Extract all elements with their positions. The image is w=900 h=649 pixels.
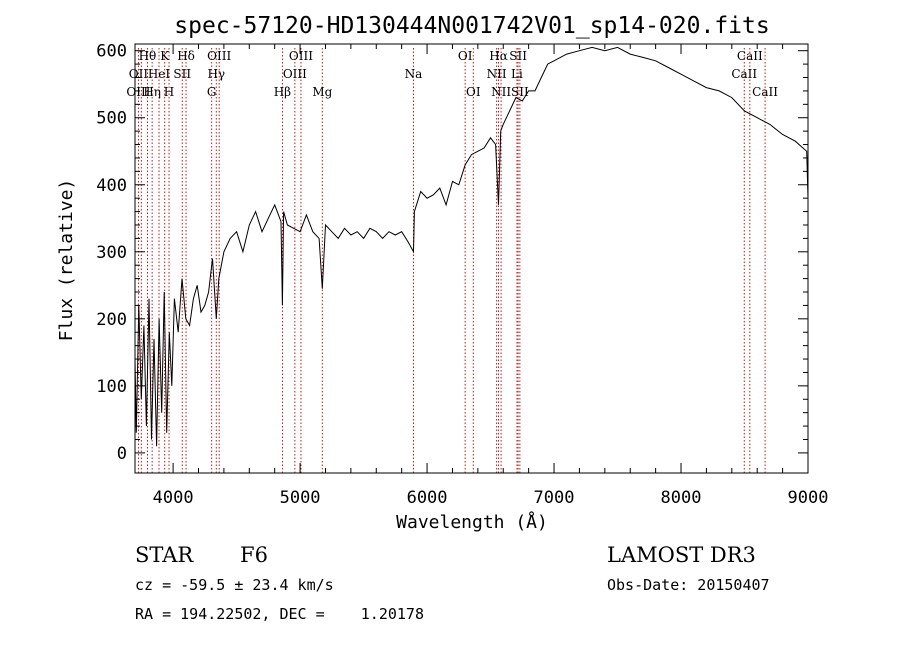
x-tick-label: 7000 [534,488,575,508]
line-annotation: SII [511,85,529,99]
line-annotation: CaII [737,49,763,63]
spectrum-line [134,46,809,447]
line-annotation: OIII [126,85,150,99]
line-annotation: OIII [283,67,307,81]
plot-frame [134,43,809,474]
object-subclass: F6 [240,543,268,567]
y-tick-label: 500 [96,109,127,129]
y-tick-label: 0 [117,444,127,464]
line-annotation: OIII [207,49,231,63]
line-annotation: Mg [312,85,332,99]
line-annotation: Li [511,67,523,81]
line-annotation: G [207,85,217,99]
x-tick-label: 6000 [407,488,448,508]
survey-name: LAMOST DR3 [607,543,756,567]
spectrum-series [134,46,809,447]
line-annotation: SII [509,49,527,63]
line-annotation: SII [173,67,191,81]
y-tick-label: 100 [96,377,127,397]
y-tick-label: 400 [96,176,127,196]
line-annotation: NII [487,67,507,81]
line-annotation: Hη [143,85,161,99]
line-annotation: Hβ [274,85,291,99]
chart-title: spec-57120-HD130444N001742V01_sp14-020.f… [174,13,769,39]
line-annotation: OI [458,49,473,63]
line-annotation: OII [129,67,149,81]
object-class: STAR [135,543,194,567]
y-tick-label: 200 [96,310,127,330]
line-annotation: Na [405,67,423,81]
y-tick-label: 600 [96,42,127,62]
line-annotation: Hδ [177,49,195,63]
ra-dec: RA = 194.22502, DEC = 1.20178 [135,605,424,623]
line-annotation: CaII [752,85,778,99]
line-annotation: Hγ [207,67,225,81]
x-tick-label: 5000 [280,488,321,508]
line-annotation: Hα [489,49,508,63]
line-annotation: HeI [148,67,171,81]
line-annotation: CaII [731,67,757,81]
x-tick-label: 9000 [788,488,829,508]
x-axis-ticks: 4000 5000 6000 7000 8000 9000 [153,44,829,508]
line-markers [137,48,766,473]
line-annotation: K [160,49,170,63]
x-tick-label: 8000 [661,488,702,508]
line-annotation: H [164,85,174,99]
y-axis-label: Flux (relative) [56,179,77,342]
x-tick-label: 4000 [153,488,194,508]
line-annotation: Hθ [139,49,157,63]
line-annotation: OI [466,85,481,99]
x-axis-label: Wavelength (Å) [396,511,548,533]
obs-date: Obs-Date: 20150407 [607,576,770,594]
redshift-cz: cz = -59.5 ± 23.4 km/s [135,576,334,594]
line-annotation: OIII [289,49,313,63]
y-axis-ticks: 0 100 200 300 400 500 600 [96,42,808,464]
line-annotation: NII [491,85,511,99]
y-tick-label: 300 [96,243,127,263]
